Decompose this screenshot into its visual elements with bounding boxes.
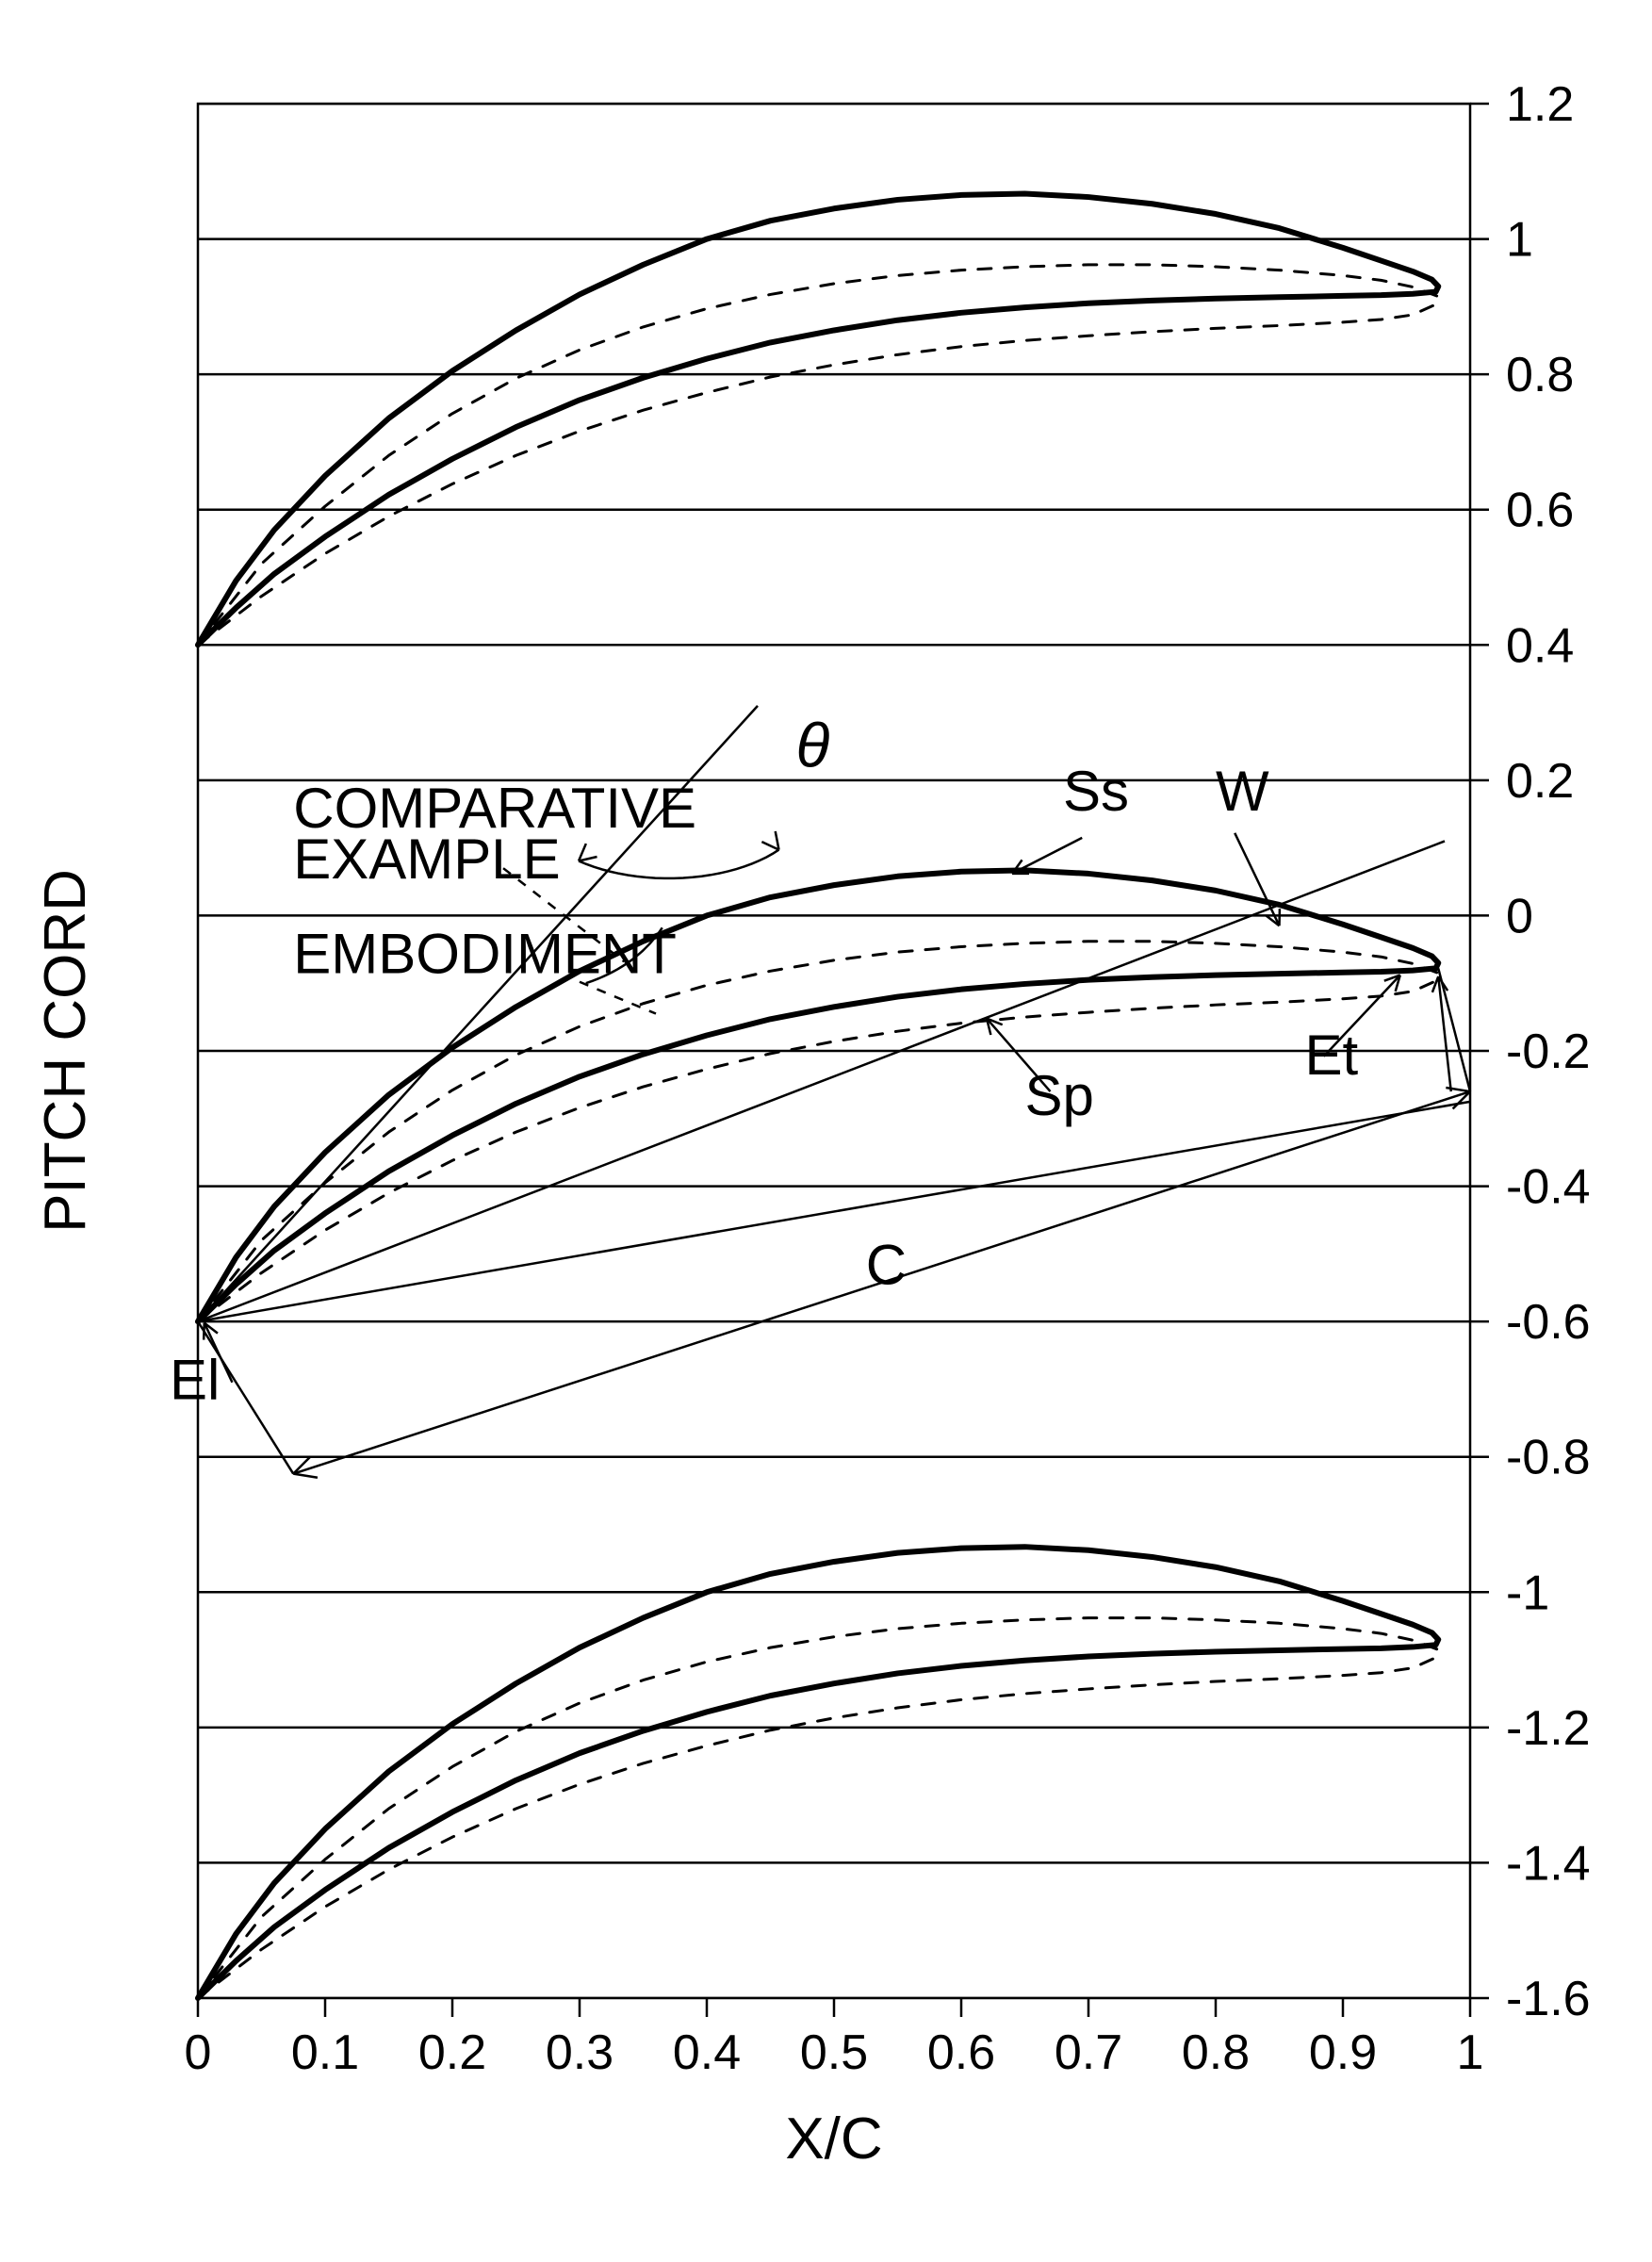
label-theta: θ xyxy=(796,711,830,780)
label-Et: Et xyxy=(1305,1024,1359,1087)
ytick-label: 1.2 xyxy=(1506,77,1574,132)
xtick-label: 0 xyxy=(185,2025,212,2080)
ytick-label: 0.2 xyxy=(1506,754,1574,809)
label-C: C xyxy=(866,1234,907,1297)
gridlines xyxy=(198,104,1470,1998)
xtick-label: 0.8 xyxy=(1182,2025,1250,2080)
airfoil xyxy=(198,193,1438,645)
xtick-label: 0.2 xyxy=(418,2025,486,2080)
label-El: El xyxy=(170,1349,220,1412)
ytick-label: 0.6 xyxy=(1506,484,1574,538)
xtick-label: 0.9 xyxy=(1309,2025,1377,2080)
label-W: W xyxy=(1216,760,1269,823)
chart-container: 0 0.1 0.2 0.3 0.4 0.5 0.6 0.7 0.8 0.9 1 -1.6 -1.4 -1.… xyxy=(0,0,1652,2257)
xtick-label: 0.1 xyxy=(291,2025,359,2080)
ytick-label: -0.6 xyxy=(1506,1295,1591,1350)
label-Ss: Ss xyxy=(1063,760,1129,823)
ytick-label: 0.4 xyxy=(1506,618,1574,673)
xtick-label: 0.4 xyxy=(673,2025,741,2080)
y-axis-label: PITCH CORD xyxy=(33,869,98,1233)
label-Sp: Sp xyxy=(1025,1064,1094,1127)
ytick-label: -1.4 xyxy=(1506,1836,1591,1891)
ytick-label: -0.4 xyxy=(1506,1160,1591,1215)
ytick-label: -1 xyxy=(1506,1565,1549,1620)
ytick-label: -1.2 xyxy=(1506,1701,1591,1756)
ytick-label: -1.6 xyxy=(1506,1972,1591,2026)
label-emb: EMBODIMENT xyxy=(293,922,677,985)
airfoil xyxy=(198,1547,1438,1998)
theta-arc xyxy=(579,850,778,878)
xtick-label: 0.3 xyxy=(546,2025,613,2080)
ytick-label: -0.2 xyxy=(1506,1024,1591,1079)
chart-svg: 0 0.1 0.2 0.3 0.4 0.5 0.6 0.7 0.8 0.9 1 -1.6 -1.4 -1.… xyxy=(0,0,1652,2257)
xtick-label: 0.7 xyxy=(1055,2025,1122,2080)
xtick-label: 0.5 xyxy=(800,2025,868,2080)
ytick-label: 0.8 xyxy=(1506,348,1574,402)
ytick-label: 0 xyxy=(1506,889,1533,943)
ytick-label: -0.8 xyxy=(1506,1431,1591,1485)
label-comp2: EXAMPLE xyxy=(293,828,560,891)
x-axis-label: X/C xyxy=(785,2106,882,2172)
ytick-label: 1 xyxy=(1506,213,1533,268)
xtick-label: 0.6 xyxy=(927,2025,995,2080)
xtick-label: 1 xyxy=(1457,2025,1484,2080)
